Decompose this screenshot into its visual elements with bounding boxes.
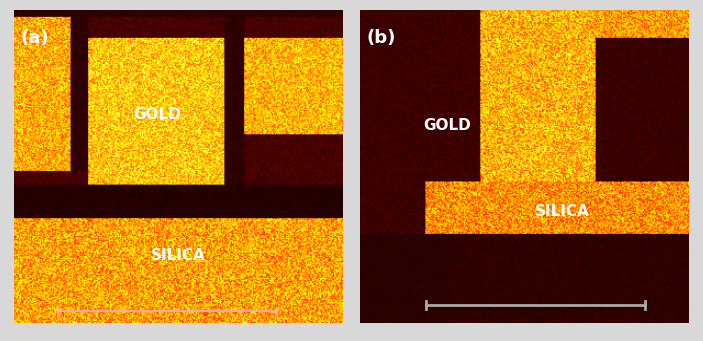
Text: SILICA: SILICA: [151, 249, 206, 264]
Text: GOLD: GOLD: [133, 107, 181, 122]
Text: GOLD: GOLD: [424, 118, 472, 133]
Text: (b): (b): [366, 29, 396, 47]
Text: SILICA: SILICA: [536, 204, 590, 219]
Text: (a): (a): [20, 29, 49, 47]
